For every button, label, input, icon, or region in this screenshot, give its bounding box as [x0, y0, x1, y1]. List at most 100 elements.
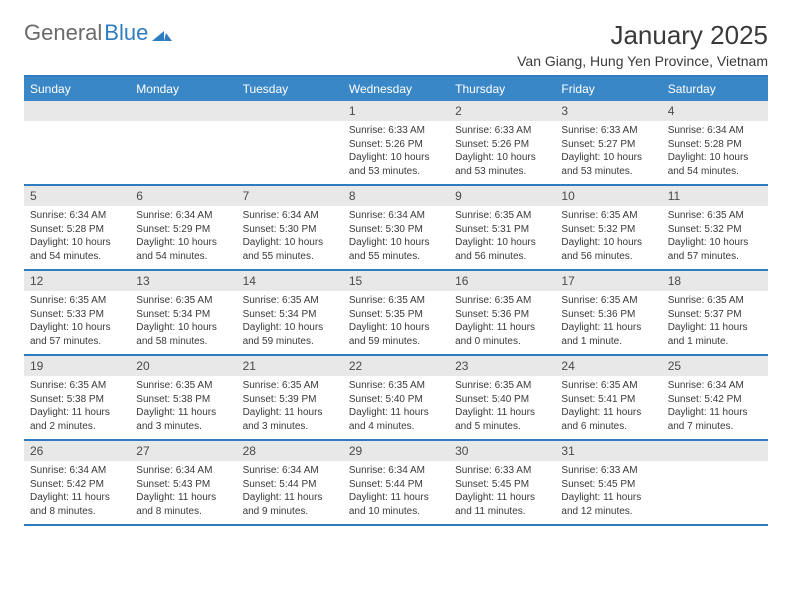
day-number	[24, 101, 130, 121]
day-number: 10	[555, 186, 661, 206]
day-info: Sunrise: 6:35 AMSunset: 5:36 PMDaylight:…	[449, 291, 555, 354]
sunrise: Sunrise: 6:33 AM	[349, 124, 443, 138]
sunset: Sunset: 5:36 PM	[455, 308, 549, 322]
daylight: Daylight: 11 hours and 4 minutes.	[349, 406, 443, 433]
daylight: Daylight: 10 hours and 55 minutes.	[243, 236, 337, 263]
day-number: 19	[24, 356, 130, 376]
sunset: Sunset: 5:40 PM	[455, 393, 549, 407]
dow-header: Thursday	[449, 77, 555, 101]
day-cell: 26Sunrise: 6:34 AMSunset: 5:42 PMDayligh…	[24, 441, 130, 524]
sunrise: Sunrise: 6:34 AM	[30, 209, 124, 223]
day-cell: 6Sunrise: 6:34 AMSunset: 5:29 PMDaylight…	[130, 186, 236, 269]
dow-header: Tuesday	[237, 77, 343, 101]
day-number: 29	[343, 441, 449, 461]
day-info: Sunrise: 6:34 AMSunset: 5:44 PMDaylight:…	[237, 461, 343, 524]
daylight: Daylight: 10 hours and 56 minutes.	[455, 236, 549, 263]
daylight: Daylight: 11 hours and 10 minutes.	[349, 491, 443, 518]
day-info: Sunrise: 6:35 AMSunset: 5:31 PMDaylight:…	[449, 206, 555, 269]
sunset: Sunset: 5:39 PM	[243, 393, 337, 407]
daylight: Daylight: 11 hours and 2 minutes.	[30, 406, 124, 433]
sunset: Sunset: 5:34 PM	[136, 308, 230, 322]
day-number: 9	[449, 186, 555, 206]
logo-text-1: General	[24, 20, 102, 46]
day-number: 16	[449, 271, 555, 291]
sunset: Sunset: 5:31 PM	[455, 223, 549, 237]
day-number: 23	[449, 356, 555, 376]
day-cell: 22Sunrise: 6:35 AMSunset: 5:40 PMDayligh…	[343, 356, 449, 439]
header: GeneralBlue January 2025 Van Giang, Hung…	[24, 20, 768, 69]
sunset: Sunset: 5:27 PM	[561, 138, 655, 152]
dow-header: Sunday	[24, 77, 130, 101]
day-cell: 10Sunrise: 6:35 AMSunset: 5:32 PMDayligh…	[555, 186, 661, 269]
day-cell: 9Sunrise: 6:35 AMSunset: 5:31 PMDaylight…	[449, 186, 555, 269]
week-row: 26Sunrise: 6:34 AMSunset: 5:42 PMDayligh…	[24, 441, 768, 526]
day-cell	[237, 101, 343, 184]
day-cell: 30Sunrise: 6:33 AMSunset: 5:45 PMDayligh…	[449, 441, 555, 524]
day-cell: 29Sunrise: 6:34 AMSunset: 5:44 PMDayligh…	[343, 441, 449, 524]
day-info: Sunrise: 6:34 AMSunset: 5:43 PMDaylight:…	[130, 461, 236, 524]
sunset: Sunset: 5:26 PM	[455, 138, 549, 152]
day-cell: 23Sunrise: 6:35 AMSunset: 5:40 PMDayligh…	[449, 356, 555, 439]
sunset: Sunset: 5:38 PM	[136, 393, 230, 407]
week-row: 1Sunrise: 6:33 AMSunset: 5:26 PMDaylight…	[24, 101, 768, 186]
daylight: Daylight: 11 hours and 8 minutes.	[30, 491, 124, 518]
day-number: 15	[343, 271, 449, 291]
day-info: Sunrise: 6:35 AMSunset: 5:36 PMDaylight:…	[555, 291, 661, 354]
sunrise: Sunrise: 6:35 AM	[561, 209, 655, 223]
daylight: Daylight: 11 hours and 9 minutes.	[243, 491, 337, 518]
calendar-page: GeneralBlue January 2025 Van Giang, Hung…	[0, 0, 792, 536]
sunrise: Sunrise: 6:34 AM	[668, 124, 762, 138]
sunrise: Sunrise: 6:33 AM	[561, 124, 655, 138]
day-number	[237, 101, 343, 121]
daylight: Daylight: 10 hours and 59 minutes.	[243, 321, 337, 348]
day-cell: 1Sunrise: 6:33 AMSunset: 5:26 PMDaylight…	[343, 101, 449, 184]
day-number	[130, 101, 236, 121]
sunrise: Sunrise: 6:33 AM	[455, 124, 549, 138]
day-info: Sunrise: 6:35 AMSunset: 5:41 PMDaylight:…	[555, 376, 661, 439]
dow-header: Wednesday	[343, 77, 449, 101]
day-info: Sunrise: 6:33 AMSunset: 5:26 PMDaylight:…	[343, 121, 449, 184]
sunrise: Sunrise: 6:35 AM	[455, 209, 549, 223]
daylight: Daylight: 10 hours and 54 minutes.	[136, 236, 230, 263]
sunset: Sunset: 5:44 PM	[243, 478, 337, 492]
day-cell: 15Sunrise: 6:35 AMSunset: 5:35 PMDayligh…	[343, 271, 449, 354]
day-cell: 19Sunrise: 6:35 AMSunset: 5:38 PMDayligh…	[24, 356, 130, 439]
day-cell: 17Sunrise: 6:35 AMSunset: 5:36 PMDayligh…	[555, 271, 661, 354]
day-info: Sunrise: 6:34 AMSunset: 5:30 PMDaylight:…	[237, 206, 343, 269]
day-info: Sunrise: 6:35 AMSunset: 5:38 PMDaylight:…	[130, 376, 236, 439]
day-number: 13	[130, 271, 236, 291]
sunrise: Sunrise: 6:33 AM	[455, 464, 549, 478]
day-cell: 2Sunrise: 6:33 AMSunset: 5:26 PMDaylight…	[449, 101, 555, 184]
sunrise: Sunrise: 6:35 AM	[243, 294, 337, 308]
day-cell: 4Sunrise: 6:34 AMSunset: 5:28 PMDaylight…	[662, 101, 768, 184]
sunset: Sunset: 5:35 PM	[349, 308, 443, 322]
day-cell	[130, 101, 236, 184]
day-info: Sunrise: 6:33 AMSunset: 5:45 PMDaylight:…	[555, 461, 661, 524]
day-cell: 5Sunrise: 6:34 AMSunset: 5:28 PMDaylight…	[24, 186, 130, 269]
daylight: Daylight: 10 hours and 53 minutes.	[349, 151, 443, 178]
dow-header: Monday	[130, 77, 236, 101]
daylight: Daylight: 11 hours and 6 minutes.	[561, 406, 655, 433]
sunrise: Sunrise: 6:33 AM	[561, 464, 655, 478]
daylight: Daylight: 10 hours and 59 minutes.	[349, 321, 443, 348]
day-info: Sunrise: 6:35 AMSunset: 5:34 PMDaylight:…	[237, 291, 343, 354]
day-info: Sunrise: 6:35 AMSunset: 5:40 PMDaylight:…	[449, 376, 555, 439]
sunrise: Sunrise: 6:34 AM	[243, 209, 337, 223]
day-number: 28	[237, 441, 343, 461]
sunset: Sunset: 5:42 PM	[30, 478, 124, 492]
sunset: Sunset: 5:36 PM	[561, 308, 655, 322]
sunset: Sunset: 5:28 PM	[668, 138, 762, 152]
day-info: Sunrise: 6:34 AMSunset: 5:44 PMDaylight:…	[343, 461, 449, 524]
day-number: 21	[237, 356, 343, 376]
sunset: Sunset: 5:40 PM	[349, 393, 443, 407]
sunset: Sunset: 5:44 PM	[349, 478, 443, 492]
daylight: Daylight: 11 hours and 1 minute.	[668, 321, 762, 348]
daylight: Daylight: 11 hours and 11 minutes.	[455, 491, 549, 518]
sunrise: Sunrise: 6:35 AM	[136, 379, 230, 393]
daylight: Daylight: 11 hours and 8 minutes.	[136, 491, 230, 518]
sunrise: Sunrise: 6:35 AM	[243, 379, 337, 393]
daylight: Daylight: 11 hours and 7 minutes.	[668, 406, 762, 433]
logo: GeneralBlue	[24, 20, 172, 46]
day-cell: 13Sunrise: 6:35 AMSunset: 5:34 PMDayligh…	[130, 271, 236, 354]
daylight: Daylight: 11 hours and 1 minute.	[561, 321, 655, 348]
